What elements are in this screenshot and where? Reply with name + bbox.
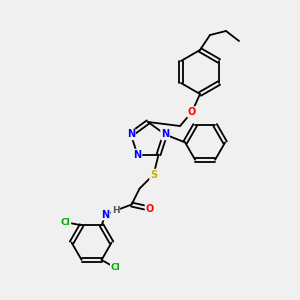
Text: N: N [134, 150, 142, 160]
Text: S: S [150, 169, 157, 180]
Text: N: N [161, 129, 169, 140]
Text: H: H [112, 206, 119, 215]
Text: O: O [146, 204, 154, 214]
Text: Cl: Cl [61, 218, 70, 227]
Text: Cl: Cl [111, 263, 121, 272]
Text: O: O [188, 107, 196, 117]
Text: N: N [101, 210, 110, 220]
Text: N: N [127, 129, 135, 140]
